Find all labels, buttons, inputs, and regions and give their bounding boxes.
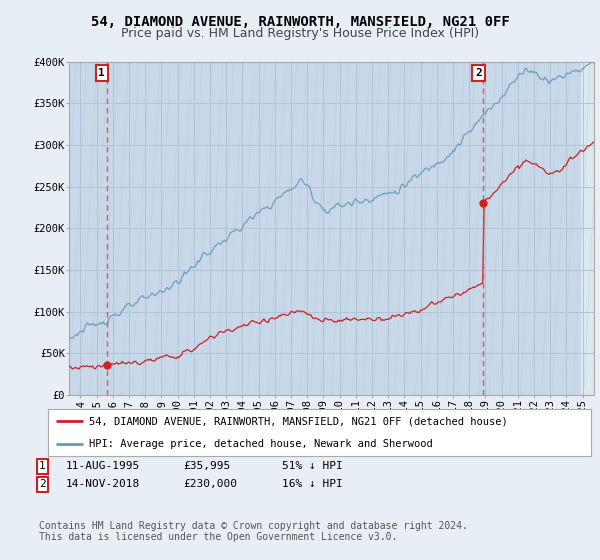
Text: 16% ↓ HPI: 16% ↓ HPI	[282, 479, 343, 489]
Text: 11-AUG-1995: 11-AUG-1995	[66, 461, 140, 472]
Text: 54, DIAMOND AVENUE, RAINWORTH, MANSFIELD, NG21 0FF (detached house): 54, DIAMOND AVENUE, RAINWORTH, MANSFIELD…	[89, 416, 508, 426]
Text: 1: 1	[98, 68, 105, 78]
Text: Price paid vs. HM Land Registry's House Price Index (HPI): Price paid vs. HM Land Registry's House …	[121, 27, 479, 40]
Text: Contains HM Land Registry data © Crown copyright and database right 2024.
This d: Contains HM Land Registry data © Crown c…	[39, 521, 468, 543]
Text: HPI: Average price, detached house, Newark and Sherwood: HPI: Average price, detached house, Newa…	[89, 439, 433, 449]
Text: 1: 1	[39, 461, 46, 472]
Text: 2: 2	[475, 68, 482, 78]
Text: £230,000: £230,000	[183, 479, 237, 489]
Text: 54, DIAMOND AVENUE, RAINWORTH, MANSFIELD, NG21 0FF: 54, DIAMOND AVENUE, RAINWORTH, MANSFIELD…	[91, 15, 509, 29]
Text: 14-NOV-2018: 14-NOV-2018	[66, 479, 140, 489]
Text: £35,995: £35,995	[183, 461, 230, 472]
Text: 2: 2	[39, 479, 46, 489]
Text: 51% ↓ HPI: 51% ↓ HPI	[282, 461, 343, 472]
